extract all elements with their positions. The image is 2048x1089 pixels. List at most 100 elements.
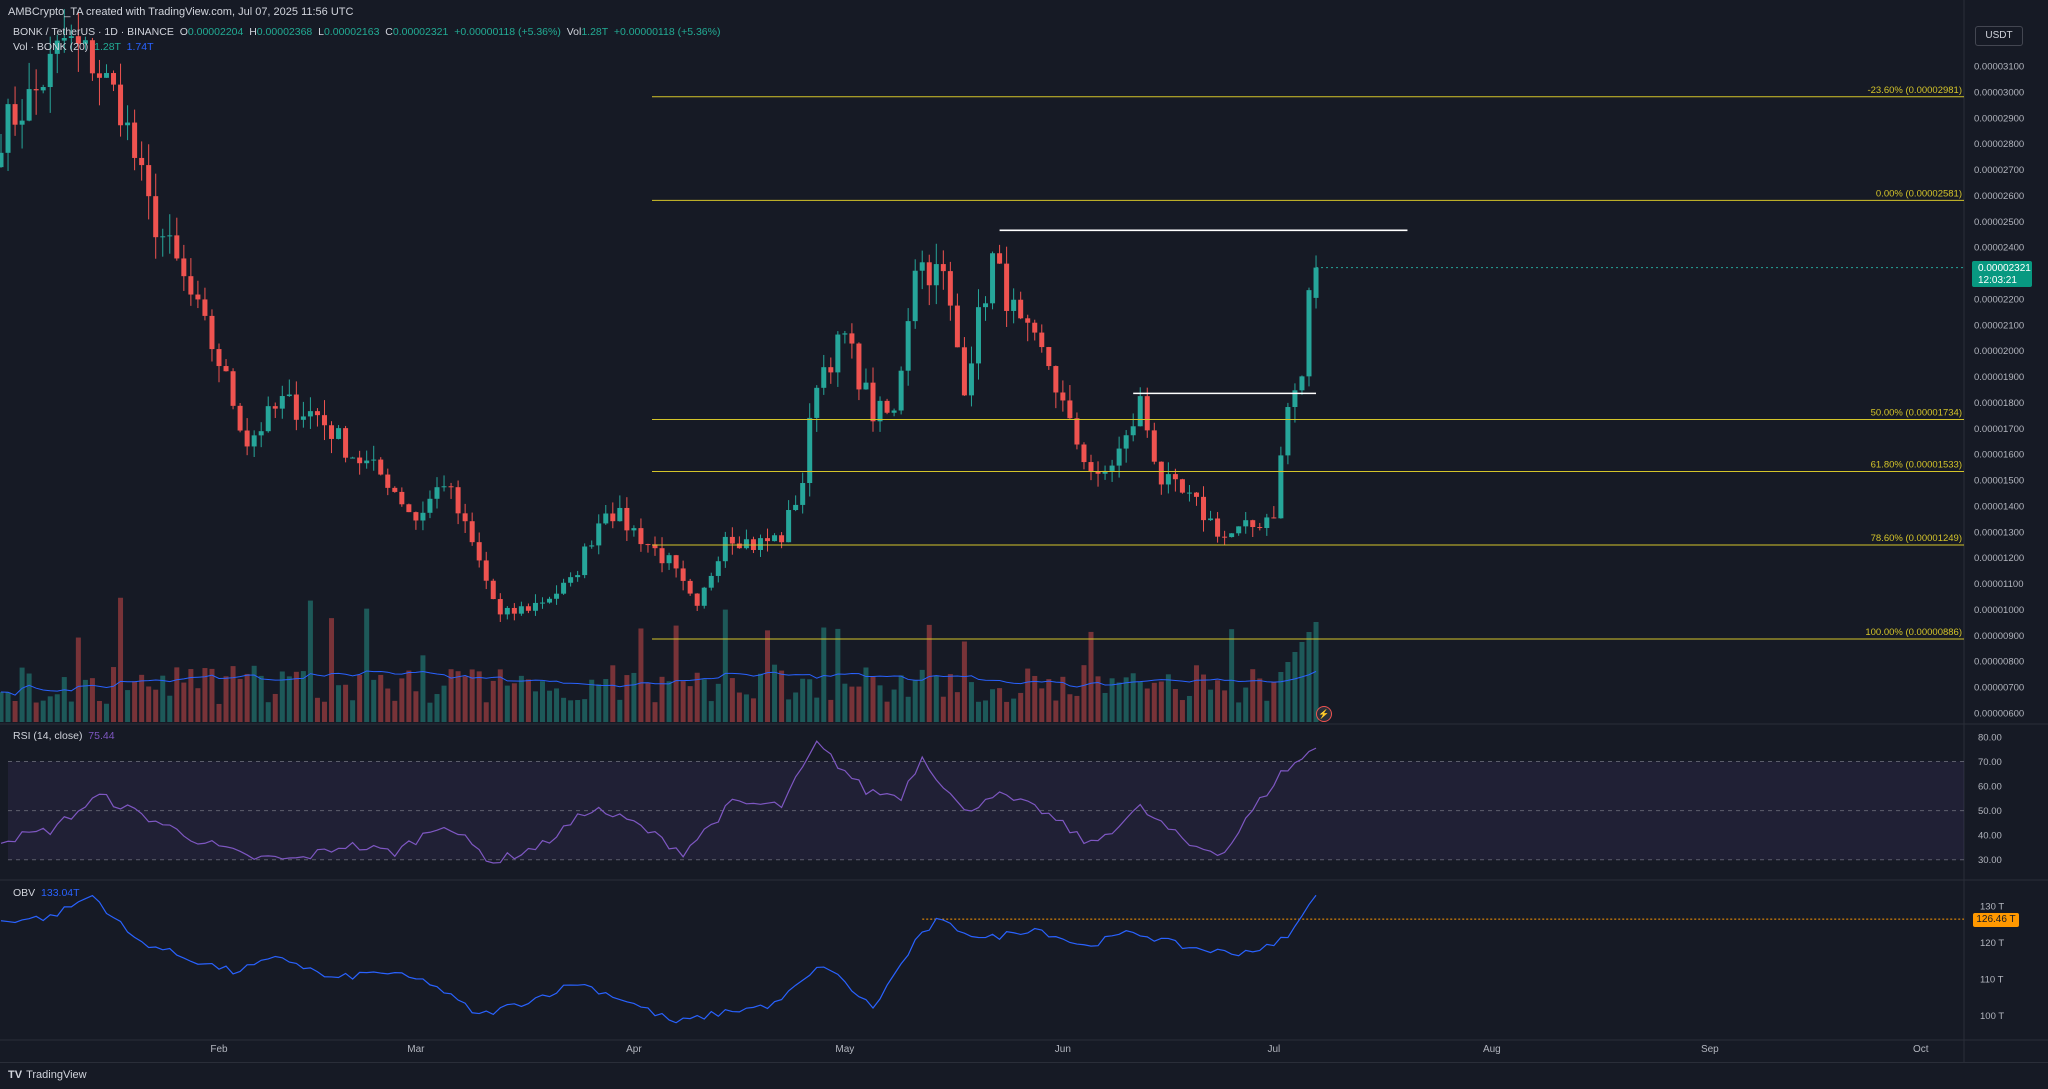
candle-body bbox=[406, 504, 412, 513]
candle bbox=[708, 572, 714, 591]
chart-canvas[interactable]: 0.00003100 0.00003000 0.00002900 0.00002800… bbox=[0, 0, 2048, 1062]
candle-body bbox=[701, 587, 707, 606]
rsi-label[interactable]: RSI (14, close) bbox=[13, 730, 83, 742]
candle bbox=[1102, 465, 1108, 480]
candle bbox=[912, 259, 918, 329]
candle bbox=[1067, 385, 1073, 420]
currency-selector[interactable]: USDT bbox=[1975, 26, 2023, 46]
price-tick-label: 0.00000800 bbox=[1974, 657, 2024, 668]
volume-bar bbox=[392, 700, 398, 722]
volume-bar bbox=[715, 683, 721, 722]
candle-body bbox=[111, 73, 117, 85]
volume-bar bbox=[1299, 642, 1305, 722]
obv-label[interactable]: OBV bbox=[13, 887, 36, 899]
price-tick-label: 0.00003100 bbox=[1974, 62, 2024, 73]
candle-body bbox=[272, 406, 278, 409]
volume-bar bbox=[891, 689, 897, 722]
candle bbox=[828, 357, 834, 384]
candle-body bbox=[1074, 418, 1080, 445]
candle-body bbox=[434, 487, 440, 499]
candle bbox=[1060, 380, 1066, 412]
candle bbox=[617, 495, 623, 522]
volume-bar bbox=[1081, 665, 1087, 722]
candle bbox=[779, 532, 785, 549]
volume-legend: Vol · BONK (20) 1.28T 1.74T bbox=[13, 41, 154, 53]
candle-body bbox=[103, 73, 109, 78]
volume-bar bbox=[1201, 674, 1207, 722]
candle-body bbox=[1193, 492, 1199, 497]
candle bbox=[483, 551, 489, 590]
candle-body bbox=[1158, 461, 1164, 485]
candle-body bbox=[736, 543, 742, 549]
candle bbox=[772, 533, 778, 542]
candle-body bbox=[835, 334, 841, 373]
volume-bar bbox=[652, 702, 658, 722]
lightning-icon[interactable]: ⚡ bbox=[1316, 706, 1332, 722]
candle bbox=[434, 477, 440, 509]
fib-level-label: 50.00% (0.00001734) bbox=[1871, 408, 1962, 419]
volume-bar bbox=[12, 700, 18, 722]
candle-body bbox=[842, 333, 848, 335]
current-price: 0.00002321 bbox=[1978, 263, 2031, 274]
candle bbox=[427, 490, 433, 519]
candle bbox=[265, 396, 271, 433]
candle-body bbox=[174, 235, 180, 259]
volume-bar bbox=[997, 688, 1003, 722]
candle-body bbox=[919, 262, 925, 271]
volume-bar bbox=[575, 700, 581, 722]
open-value: 0.00002204 bbox=[187, 26, 244, 38]
candles bbox=[0, 9, 1319, 622]
candle-body bbox=[990, 253, 996, 304]
volume-bar bbox=[118, 597, 124, 722]
tradingview-mark-icon: TV bbox=[8, 1069, 23, 1081]
candle-body bbox=[511, 607, 517, 614]
candle bbox=[364, 450, 370, 469]
time-axis-label: Mar bbox=[407, 1044, 425, 1055]
vol-change: +0.00000118 (+5.36%) bbox=[613, 26, 721, 38]
candle bbox=[757, 534, 763, 557]
candle-body bbox=[329, 425, 335, 439]
candle-body bbox=[265, 406, 271, 432]
candle-body bbox=[800, 483, 806, 505]
candle-body bbox=[1250, 520, 1256, 528]
obv-tick-label: 130 T bbox=[1980, 902, 2004, 913]
price-tick-label: 0.00001100 bbox=[1974, 579, 2024, 590]
volume-bar bbox=[603, 679, 609, 722]
volume-indicator-label[interactable]: Vol · BONK (20) bbox=[13, 41, 89, 53]
volume-bar bbox=[434, 694, 440, 722]
candle-body bbox=[202, 299, 208, 316]
candle-body bbox=[399, 491, 405, 505]
volume-bar bbox=[139, 674, 145, 722]
volume-bar bbox=[47, 696, 53, 722]
candle-body bbox=[652, 544, 658, 549]
volume-bar bbox=[912, 680, 918, 722]
candle-body bbox=[821, 367, 827, 388]
volume-bar bbox=[1018, 692, 1024, 722]
candle bbox=[518, 601, 524, 616]
candle bbox=[385, 468, 391, 496]
candle bbox=[89, 37, 95, 81]
candle bbox=[1179, 478, 1185, 494]
candle-body bbox=[898, 370, 904, 411]
candle bbox=[139, 141, 145, 181]
volume-bar bbox=[1257, 678, 1263, 722]
candle bbox=[968, 346, 974, 407]
volume-bar bbox=[532, 691, 538, 722]
candle-body bbox=[258, 431, 264, 436]
candle bbox=[1074, 412, 1080, 450]
volume-bar bbox=[884, 701, 890, 722]
volume-bar bbox=[371, 679, 377, 722]
candle-body bbox=[1130, 426, 1136, 436]
volume-bar bbox=[659, 676, 665, 722]
time-axis-label: Aug bbox=[1483, 1044, 1501, 1055]
candle bbox=[5, 98, 11, 171]
candle-body bbox=[793, 504, 799, 511]
candle bbox=[279, 385, 285, 419]
price-tick-label: 0.00001200 bbox=[1974, 553, 2024, 564]
candle-body bbox=[582, 546, 588, 576]
candle bbox=[575, 570, 581, 582]
symbol-name[interactable]: BONK / TetherUS · 1D · BINANCE bbox=[13, 26, 174, 38]
tradingview-logo[interactable]: TV TradingView bbox=[8, 1069, 87, 1081]
candle bbox=[940, 250, 946, 290]
rsi-tick-label: 70.00 bbox=[1978, 757, 2002, 768]
